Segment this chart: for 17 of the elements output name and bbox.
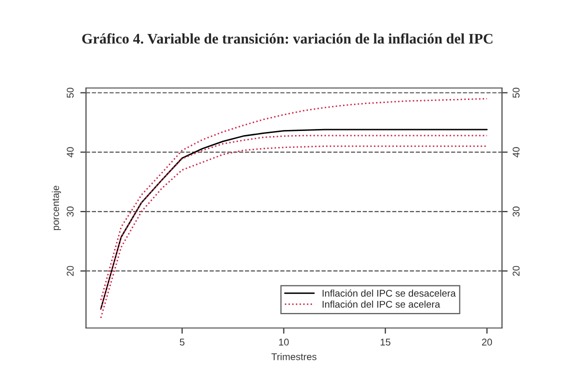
y-tick-label: 30 xyxy=(66,206,74,217)
y2-tick-label: 30 xyxy=(512,206,520,217)
legend-label: Inflación del IPC se desacelera xyxy=(322,289,456,297)
y-axis-title: porcentaje xyxy=(52,186,61,230)
x-tick-label: 15 xyxy=(380,338,390,346)
y2-tick-label: 50 xyxy=(512,88,520,98)
x-axis-title: Trimestres xyxy=(271,353,316,360)
chart-title: Gráfico 4. Variable de transición: variación de la inflación del IPC xyxy=(82,33,492,44)
y-tick-label: 40 xyxy=(66,147,74,158)
y-tick-label: 20 xyxy=(66,266,74,276)
x-tick-label: 10 xyxy=(279,338,289,346)
x-tick-label: 5 xyxy=(180,338,184,346)
y2-tick-label: 40 xyxy=(512,147,520,158)
x-tick-label: 20 xyxy=(482,338,492,346)
y2-tick-label: 20 xyxy=(512,266,520,276)
legend-label: Inflación del IPC se acelera xyxy=(322,300,440,308)
y-tick-label: 50 xyxy=(66,88,74,98)
